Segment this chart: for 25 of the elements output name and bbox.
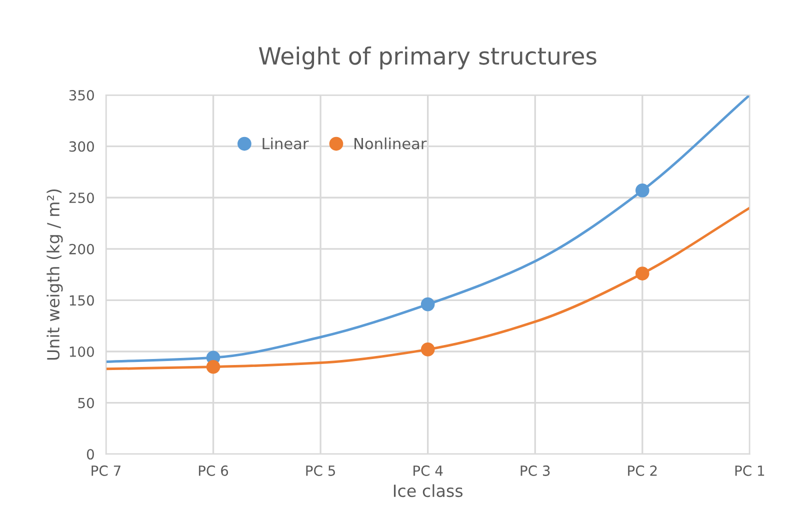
x-tick-label: PC 3 (520, 465, 550, 476)
y-tick-label: 0 (86, 449, 94, 460)
y-tick-label: 200 (69, 244, 94, 254)
y-axis-title: Unit weigth (kg / m²) (46, 189, 63, 360)
x-tick-label: PC 2 (628, 465, 657, 476)
x-tick-label: PC 1 (735, 465, 764, 476)
x-tick-label: PC 5 (306, 465, 335, 476)
y-tick-label: 250 (69, 192, 94, 204)
x-tick-label: PC 6 (198, 465, 228, 476)
y-tick-label: 150 (70, 295, 94, 306)
x-tick-label: PC 7 (92, 465, 120, 476)
point (635, 266, 650, 280)
y-tick-label: 300 (69, 141, 94, 152)
point (206, 360, 220, 374)
point (420, 297, 435, 312)
legend-label: Nonlinear (354, 138, 427, 150)
chart-title: Weight of primary structures (258, 46, 596, 70)
y-tick-label: 100 (70, 346, 94, 357)
x-axis-title: Ice class (394, 484, 463, 498)
point (635, 184, 650, 198)
y-tick-label: 350 (69, 90, 94, 101)
point (420, 342, 435, 356)
x-tick-label: PC 4 (414, 465, 443, 476)
legend-label: Linear (262, 138, 309, 150)
y-tick-label: 50 (78, 398, 94, 408)
